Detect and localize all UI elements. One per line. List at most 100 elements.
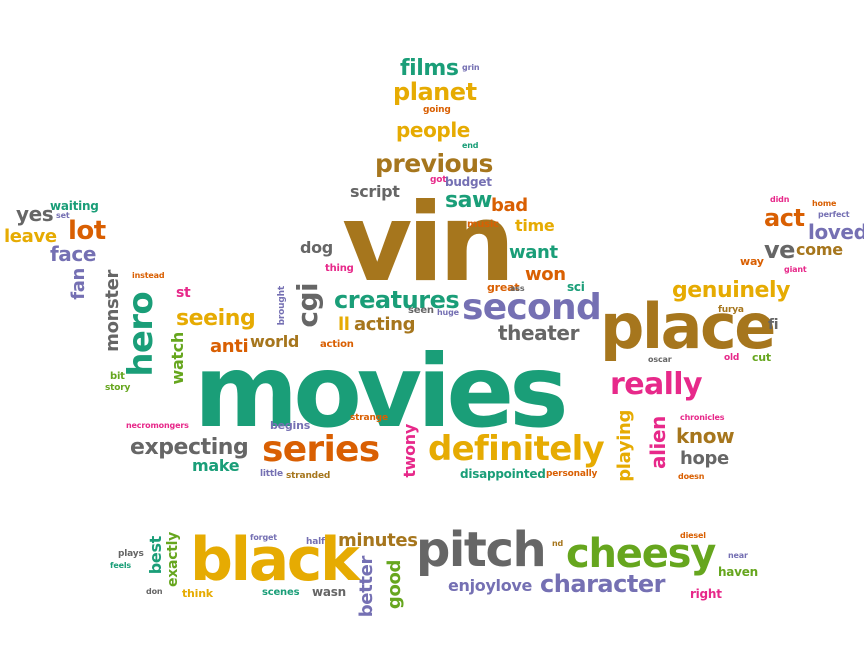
word-loved: loved — [808, 220, 864, 244]
word-watch: watch — [168, 332, 187, 385]
word-pitch: pitch — [416, 522, 547, 578]
word-instead: instead — [132, 271, 165, 280]
word-disappointed: disappointed — [460, 467, 546, 481]
word-perfect: perfect — [818, 210, 850, 219]
word-theater: theater — [498, 321, 580, 345]
word-stranded: stranded — [286, 471, 331, 481]
word-act: act — [764, 204, 805, 232]
word-face: face — [50, 242, 97, 266]
word-oscar: oscar — [648, 355, 672, 364]
word-got: got — [430, 175, 447, 185]
word-definitely: definitely — [428, 429, 605, 469]
word-music: music — [467, 219, 499, 230]
word-dog: dog — [300, 238, 333, 257]
word-fi: fi — [768, 317, 779, 333]
word-brought: brought — [277, 286, 287, 326]
word-ass: ass — [510, 284, 525, 293]
word-planet: planet — [393, 78, 477, 106]
word-haven: haven — [718, 565, 758, 579]
word-plays: plays — [118, 549, 144, 559]
word-anti: anti — [210, 336, 249, 357]
word-old: old — [724, 353, 740, 363]
word-people: people — [396, 118, 470, 142]
word-waiting: waiting — [50, 199, 99, 213]
word-st: st — [176, 285, 191, 301]
word-twony: twony — [400, 424, 419, 478]
word-end: end — [462, 141, 479, 150]
word-home: home — [812, 199, 837, 208]
word-genuinely: genuinely — [672, 278, 791, 303]
word-sci: sci — [567, 280, 585, 294]
word-exactly: exactly — [165, 532, 181, 587]
word-personally: personally — [546, 469, 598, 479]
word-strange: strange — [350, 413, 388, 423]
word-previous: previous — [375, 149, 493, 178]
word-set: set — [56, 211, 70, 220]
word-way: way — [740, 255, 764, 268]
word-minutes: minutes — [338, 530, 418, 551]
word-action: action — [320, 339, 354, 350]
word-creatures: creatures — [334, 286, 460, 314]
word-bit: bit — [110, 371, 125, 382]
word-seen: seen — [408, 305, 434, 316]
word-great: great — [487, 281, 520, 294]
word-really: really — [610, 367, 703, 402]
word-come: come — [796, 240, 843, 259]
word-leave: leave — [4, 226, 57, 247]
word-bad: bad — [491, 195, 528, 216]
word-hero: hero — [121, 292, 161, 377]
word-giant: giant — [784, 265, 807, 274]
word-begins: begins — [270, 419, 311, 432]
word-expecting: expecting — [130, 435, 249, 460]
word-huge: huge — [437, 308, 459, 317]
word-chronicles: chronicles — [680, 413, 725, 422]
word-feels: feels — [110, 561, 132, 570]
word-best: best — [146, 536, 165, 575]
word-alien: alien — [646, 416, 670, 470]
word-lot: lot — [68, 216, 106, 246]
word-place: place — [600, 290, 776, 363]
word-second: second — [462, 287, 602, 328]
word-make: make — [192, 456, 240, 475]
word-story: story — [105, 383, 131, 393]
word-want: want — [509, 242, 558, 263]
word-series: series — [262, 429, 380, 470]
word-budget: budget — [445, 175, 492, 189]
word-don: don — [146, 587, 163, 596]
word-script: script — [350, 182, 400, 201]
word-doesn: doesn — [678, 472, 705, 481]
word-ll: ll — [338, 314, 350, 335]
word-yes: yes — [16, 202, 54, 226]
word-forget: forget — [250, 533, 277, 542]
word-thing: thing — [325, 263, 354, 274]
word-cheesy: cheesy — [566, 531, 716, 577]
word-know: know — [676, 424, 735, 448]
word-better: better — [356, 556, 377, 618]
word-monster: monster — [102, 270, 123, 352]
word-diesel: diesel — [680, 531, 706, 540]
word-black: black — [190, 525, 360, 595]
word-playing: playing — [614, 410, 635, 482]
word-grin: grin — [462, 63, 480, 72]
word-fan: fan — [68, 268, 89, 300]
word-cgi: cgi — [291, 283, 324, 328]
word-wasn: wasn — [312, 585, 346, 599]
word-vin: vin — [342, 181, 516, 306]
word-nd: nd — [552, 539, 564, 548]
word-half: half — [306, 537, 325, 547]
word-going: going — [423, 105, 451, 115]
word-didn: didn — [770, 195, 790, 204]
word-seeing: seeing — [176, 306, 256, 331]
word-necromongers: necromongers — [126, 421, 189, 430]
word-won: won — [525, 264, 566, 285]
word-ve: ve — [764, 236, 795, 264]
word-think: think — [182, 587, 213, 600]
word-time: time — [515, 216, 555, 235]
word-hope: hope — [680, 448, 729, 469]
word-right: right — [690, 587, 722, 601]
word-good: good — [384, 560, 405, 610]
word-saw: saw — [445, 188, 492, 213]
word-acting: acting — [354, 314, 416, 335]
word-near: near — [728, 551, 748, 560]
